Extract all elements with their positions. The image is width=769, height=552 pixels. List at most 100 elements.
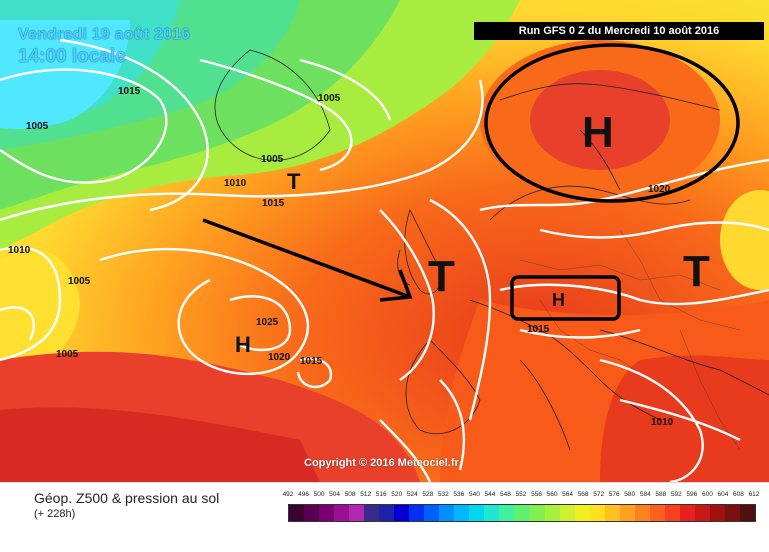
low-pressure-symbol: T xyxy=(287,169,301,194)
isobar-label: 1005 xyxy=(261,154,284,165)
scale-tick-label: 612 xyxy=(748,491,760,498)
scale-tick-label: 588 xyxy=(655,491,667,498)
scale-tick-label: 492 xyxy=(282,491,294,498)
scale-swatch xyxy=(589,505,605,521)
scale-swatch xyxy=(379,505,395,521)
isobar-label: 1025 xyxy=(256,317,279,328)
scale-tick-label: 508 xyxy=(344,491,356,498)
scale-swatch xyxy=(454,505,470,521)
scale-tick-label: 560 xyxy=(546,491,558,498)
scale-tick-label: 548 xyxy=(500,491,511,498)
scale-tick-label: 520 xyxy=(391,491,403,498)
high-pressure-symbol: H xyxy=(235,332,251,357)
scale-swatch xyxy=(394,505,410,521)
scale-tick-label: 592 xyxy=(670,491,682,498)
isobar-label: 1015 xyxy=(118,86,141,97)
scale-tick-label: 544 xyxy=(484,491,496,498)
arrow-head xyxy=(379,269,413,302)
scale-swatch xyxy=(439,505,455,521)
scale-tick-label: 512 xyxy=(360,491,372,498)
scale-swatch xyxy=(484,505,500,521)
valid-date: Vendredi 19 août 2016 xyxy=(18,26,191,43)
scale-tick-label: 504 xyxy=(329,491,341,498)
isobar-label: 1020 xyxy=(648,184,671,195)
high-pressure-symbol: H xyxy=(582,108,614,157)
scale-tick-label: 496 xyxy=(298,491,309,498)
legend-footer: Géop. Z500 & pression au sol (+ 228h) 49… xyxy=(0,482,769,552)
isobar-label: 1010 xyxy=(8,245,31,256)
scale-tick-label: 516 xyxy=(375,491,387,498)
scale-swatch xyxy=(529,505,545,521)
scale-swatch xyxy=(709,505,725,521)
scale-tick-label: 580 xyxy=(624,491,636,498)
scale-tick-label: 528 xyxy=(422,491,434,498)
scale-swatch xyxy=(619,505,635,521)
forecast-offset: (+ 228h) xyxy=(34,508,76,520)
isobar-label: 1010 xyxy=(224,178,247,189)
weather-map: Vendredi 19 août 2016 14:00 locale Run G… xyxy=(0,0,769,482)
scale-swatch xyxy=(424,505,440,521)
isobars xyxy=(0,38,769,482)
scale-tick-label: 552 xyxy=(515,491,527,498)
isobar-label: 1020 xyxy=(268,352,291,363)
scale-swatch xyxy=(349,505,365,521)
high-pressure-symbol: H xyxy=(552,290,565,310)
scale-tick-label: 564 xyxy=(562,491,574,498)
run-label: Run GFS 0 Z du Mercredi 10 août 2016 xyxy=(474,22,764,40)
scale-swatch xyxy=(469,505,485,521)
low-pressure-symbol: T xyxy=(428,252,455,301)
scale-tick-label: 556 xyxy=(531,491,542,498)
scale-ticks: 492 496 500 504 508 512 516 520 524 528 532 536 540 5… xyxy=(282,491,760,503)
isobar-label: 1015 xyxy=(262,198,285,209)
scale-swatch xyxy=(739,505,755,521)
isobar-label: 1005 xyxy=(68,276,91,287)
isobar-label: 1005 xyxy=(56,349,79,360)
isobar-label: 1015 xyxy=(300,356,323,367)
scale-tick-label: 500 xyxy=(313,491,325,498)
scale-swatch xyxy=(514,505,530,521)
scale-tick-label: 584 xyxy=(639,491,651,498)
scale-swatch xyxy=(304,505,320,521)
scale-tick-label: 608 xyxy=(733,491,744,498)
isobar-label: 1005 xyxy=(318,93,341,104)
scale-swatch xyxy=(649,505,665,521)
scale-tick-label: 524 xyxy=(406,491,418,498)
scale-swatch xyxy=(724,505,740,521)
isobar-label: 1015 xyxy=(527,324,550,335)
scale-tick-label: 596 xyxy=(686,491,698,498)
high-pressure-box xyxy=(510,275,621,321)
scale-tick-label: 604 xyxy=(717,491,729,498)
arrow-line xyxy=(202,218,411,299)
scale-swatch xyxy=(604,505,620,521)
map-title: Géop. Z500 & pression au sol xyxy=(34,490,220,506)
scale-swatch xyxy=(319,505,335,521)
scale-swatch xyxy=(559,505,575,521)
scale-swatch xyxy=(544,505,560,521)
scale-swatch xyxy=(634,505,650,521)
scale-swatch xyxy=(334,505,350,521)
scale-swatch xyxy=(289,505,305,521)
scale-swatch xyxy=(499,505,515,521)
valid-time: 14:00 locale xyxy=(18,46,126,67)
scale-swatch xyxy=(364,505,380,521)
isobar-label: 1005 xyxy=(26,121,49,132)
low-pressure-symbol: T xyxy=(683,247,710,296)
scale-tick-label: 536 xyxy=(453,491,465,498)
scale-swatch xyxy=(664,505,680,521)
isobar-label: 1010 xyxy=(651,417,674,428)
scale-tick-label: 540 xyxy=(468,491,480,498)
copyright: Copyright © 2016 Meteociel.fr xyxy=(304,457,459,469)
scale-swatch xyxy=(679,505,695,521)
map-canvas xyxy=(0,0,769,482)
scale-tick-label: 572 xyxy=(593,491,605,498)
color-scale xyxy=(288,504,756,522)
scale-tick-label: 532 xyxy=(437,491,449,498)
high-pressure-circle xyxy=(484,43,740,203)
scale-swatch xyxy=(574,505,590,521)
scale-swatch xyxy=(694,505,710,521)
annotations xyxy=(202,43,740,321)
scale-swatch xyxy=(409,505,425,521)
scale-tick-label: 568 xyxy=(577,491,589,498)
scale-tick-label: 576 xyxy=(608,491,620,498)
scale-tick-label: 600 xyxy=(701,491,713,498)
